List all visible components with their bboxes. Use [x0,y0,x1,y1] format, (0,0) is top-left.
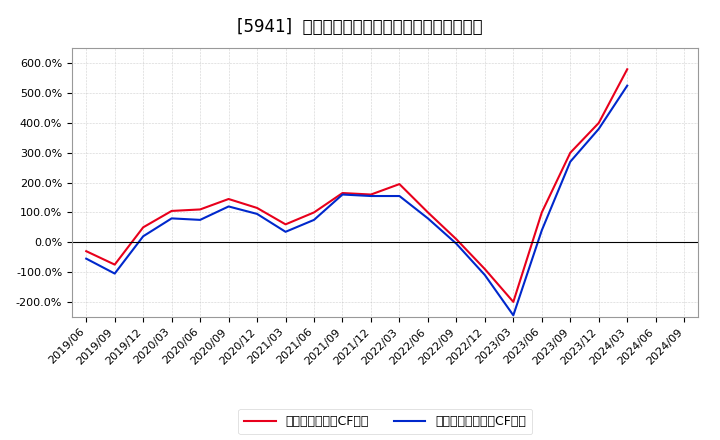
有利子負債営業CF比率 [595,120,603,125]
有利子負債フリーCF比率 [338,192,347,197]
有利子負債フリーCF比率 [282,229,290,235]
有利子負債フリーCF比率 [595,126,603,132]
有利子負債フリーCF比率 [480,272,489,278]
有利子負債フリーCF比率 [196,217,204,223]
有利子負債フリーCF比率 [623,83,631,88]
有利子負債営業CF比率 [82,249,91,254]
有利子負債営業CF比率 [509,299,518,304]
有利子負債フリーCF比率 [139,234,148,239]
有利子負債営業CF比率 [225,196,233,202]
有利子負債営業CF比率 [480,267,489,272]
有利子負債フリーCF比率 [310,217,318,223]
Line: 有利子負債フリーCF比率: 有利子負債フリーCF比率 [86,86,627,315]
有利子負債営業CF比率 [452,237,461,242]
Legend: 有利子負債営業CF比率, 有利子負債フリーCF比率: 有利子負債営業CF比率, 有利子負債フリーCF比率 [238,409,532,434]
有利子負債フリーCF比率 [509,313,518,318]
有利子負債営業CF比率 [338,191,347,196]
有利子負債フリーCF比率 [366,193,375,198]
有利子負債フリーCF比率 [225,204,233,209]
有利子負債フリーCF比率 [537,227,546,233]
有利子負債営業CF比率 [310,210,318,215]
有利子負債営業CF比率 [196,207,204,212]
有利子負債営業CF比率 [423,210,432,215]
有利子負債営業CF比率 [395,181,404,187]
有利子負債フリーCF比率 [395,193,404,198]
有利子負債営業CF比率 [139,225,148,230]
有利子負債フリーCF比率 [82,256,91,261]
有利子負債フリーCF比率 [167,216,176,221]
有利子負債営業CF比率 [366,192,375,197]
有利子負債営業CF比率 [167,208,176,213]
有利子負債営業CF比率 [110,262,119,267]
有利子負債フリーCF比率 [110,271,119,276]
有利子負債営業CF比率 [282,222,290,227]
有利子負債営業CF比率 [623,66,631,72]
有利子負債フリーCF比率 [423,216,432,221]
Text: [5941]  有利子負債キャッシュフロー比率の推移: [5941] 有利子負債キャッシュフロー比率の推移 [237,18,483,36]
有利子負債営業CF比率 [253,205,261,211]
有利子負債営業CF比率 [537,210,546,215]
有利子負債フリーCF比率 [253,211,261,216]
Line: 有利子負債営業CF比率: 有利子負債営業CF比率 [86,69,627,302]
有利子負債フリーCF比率 [452,241,461,246]
有利子負債フリーCF比率 [566,159,575,165]
有利子負債営業CF比率 [566,150,575,155]
